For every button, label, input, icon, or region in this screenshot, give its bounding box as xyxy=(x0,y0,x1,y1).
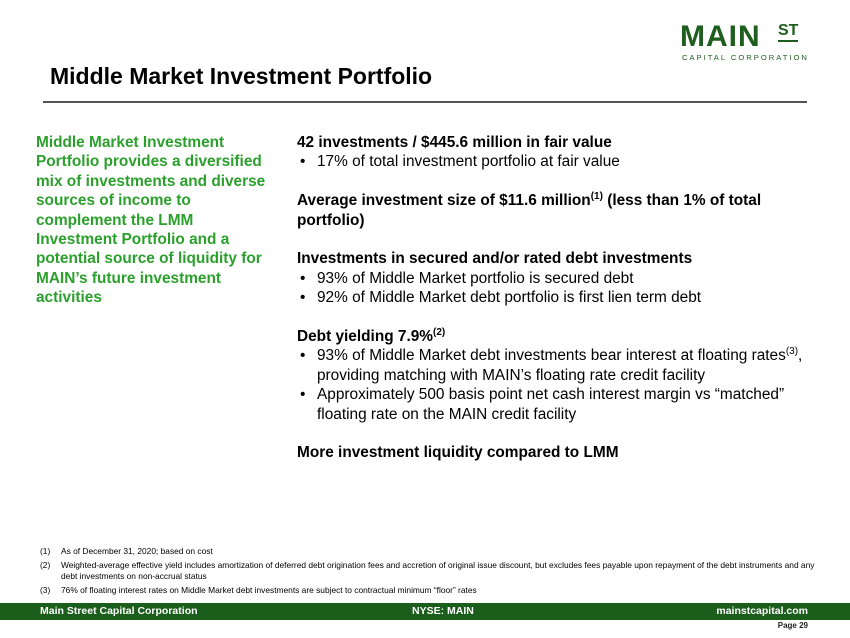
main-content: 42 investments / $445.6 million in fair … xyxy=(297,133,807,482)
footnote-text: 76% of floating interest rates on Middle… xyxy=(61,585,477,595)
section-liquidity: More investment liquidity compared to LM… xyxy=(297,443,807,462)
footnote-number: (3) xyxy=(40,585,51,595)
footnote: (1) As of December 31, 2020; based on cos… xyxy=(40,546,820,557)
footnote: (2) Weighted-average effective yield incl… xyxy=(40,560,820,582)
section-secured-debt: Investments in secured and/or rated debt… xyxy=(297,249,807,308)
bullet-item: 17% of total investment portfolio at fai… xyxy=(297,152,807,172)
section-heading: Average investment size of $11.6 million… xyxy=(297,191,807,230)
footer-company: Main Street Capital Corporation xyxy=(40,605,198,617)
company-logo: MAIN ST CAPITAL CORPORATION xyxy=(680,20,810,63)
title-divider xyxy=(43,101,807,103)
footnote: (3) 76% of floating interest rates on Mid… xyxy=(40,585,820,596)
footer-bar: Main Street Capital Corporation NYSE: MA… xyxy=(0,603,850,620)
logo-superscript: ST xyxy=(778,23,799,42)
footnote-ref: (2) xyxy=(432,327,446,339)
heading-text: Average investment size of $11.6 million xyxy=(297,192,591,210)
logo-subtitle: CAPITAL CORPORATION xyxy=(682,53,809,62)
bullet-text: , providing matching with MAIN’s floatin… xyxy=(317,347,803,384)
section-heading: More investment liquidity compared to LM… xyxy=(297,444,619,462)
footnote-ref: (3) xyxy=(785,346,799,358)
bullet-item: Approximately 500 basis point net cash i… xyxy=(297,385,807,424)
footnotes: (1) As of December 31, 2020; based on cos… xyxy=(40,546,820,599)
bullet-text: 93% of Middle Market debt investments be… xyxy=(317,347,786,365)
footnote-text: Weighted-average effective yield include… xyxy=(61,560,815,581)
section-heading: Debt yielding 7.9%(2) xyxy=(297,327,807,346)
page-number: Page 29 xyxy=(777,621,808,630)
footnote-number: (2) xyxy=(40,560,51,570)
section-heading: Investments in secured and/or rated debt… xyxy=(297,250,693,268)
page-title: Middle Market Investment Portfolio xyxy=(50,63,433,89)
section-investments: 42 investments / $445.6 million in fair … xyxy=(297,133,807,172)
section-heading: 42 investments / $445.6 million in fair … xyxy=(297,134,612,151)
sidebar-summary: Middle Market Investment Portfolio provi… xyxy=(36,134,266,307)
footnote-number: (1) xyxy=(40,546,51,556)
footer-ticker: NYSE: MAIN xyxy=(412,605,474,617)
footnote-ref: (1) xyxy=(590,191,603,203)
section-average-size: Average investment size of $11.6 million… xyxy=(297,191,807,230)
logo-main-text: MAIN xyxy=(680,20,761,53)
section-debt-yield: Debt yielding 7.9%(2) 93% of Middle Mark… xyxy=(297,327,807,424)
bullet-item: 93% of Middle Market portfolio is secure… xyxy=(297,269,807,289)
footer-website: mainstcapital.com xyxy=(716,605,808,617)
heading-text: Debt yielding 7.9% xyxy=(297,328,433,346)
footnote-text: As of December 31, 2020; based on cost xyxy=(61,546,213,556)
bullet-item: 93% of Middle Market debt investments be… xyxy=(297,346,807,385)
heading-text: (less than 1% of total portfolio) xyxy=(297,192,762,229)
bullet-item: 92% of Middle Market debt portfolio is f… xyxy=(297,288,807,308)
